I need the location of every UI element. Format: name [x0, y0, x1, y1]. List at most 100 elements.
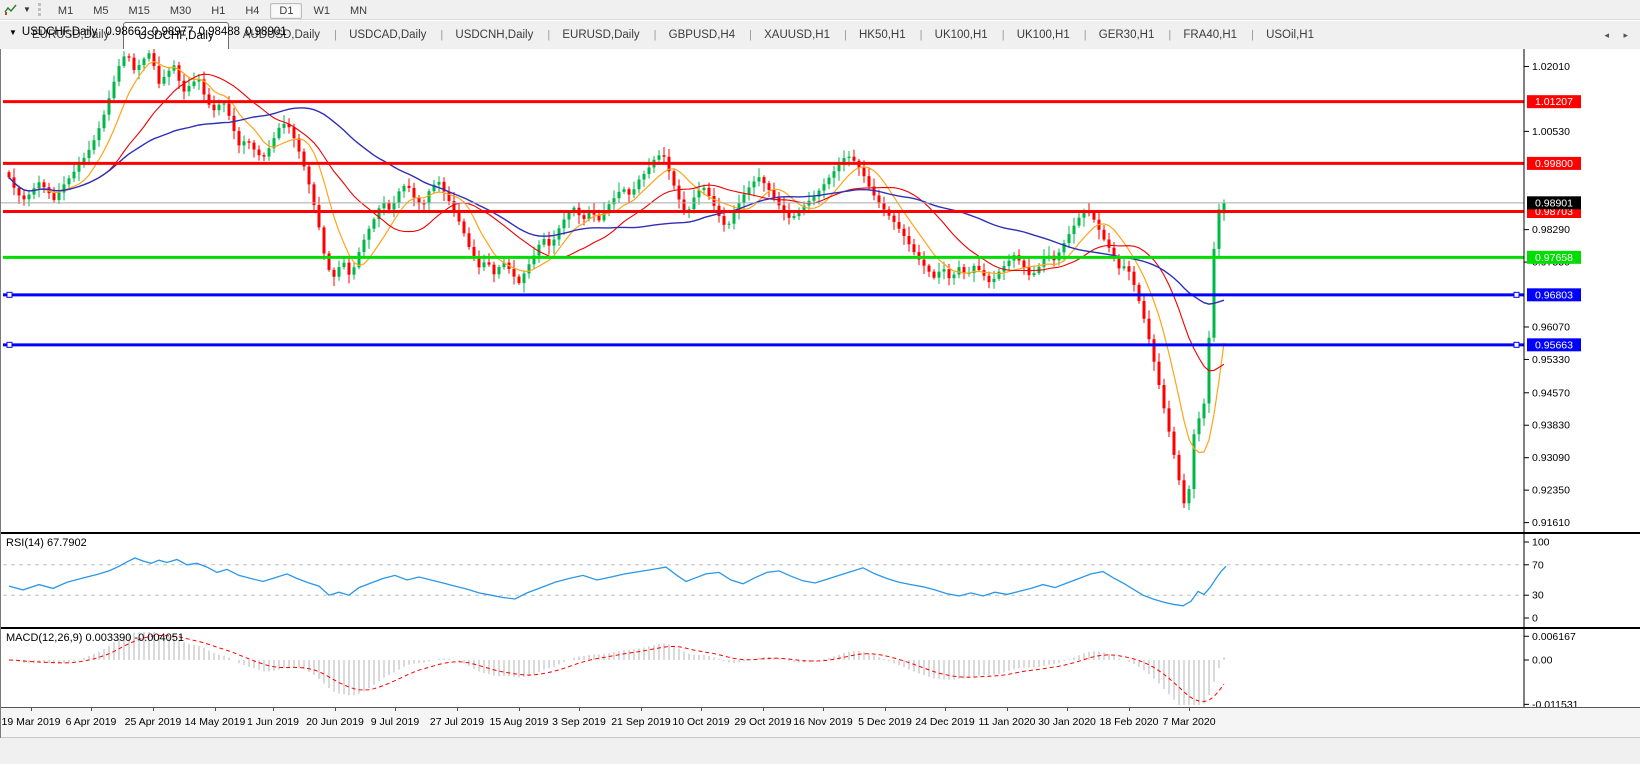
time-tick: [457, 708, 458, 711]
time-axis-label: 27 Jul 2019: [429, 716, 485, 728]
chart-tab-EURUSD-Daily[interactable]: EURUSD,Daily: [32, 29, 110, 41]
timeframe-button-D1[interactable]: D1: [270, 2, 303, 19]
macd-indicator-panel[interactable]: MACD(12,26,9) 0.003390 -0.004051 0.00616…: [1, 629, 1640, 708]
symbol-label: USDCHF,Daily: [21, 26, 98, 38]
svg-text:0.97658: 0.97658: [1535, 252, 1573, 264]
ohlc-open: 0.98662: [105, 26, 147, 38]
main-chart-panel[interactable]: ▼ USDCHF,Daily 0.98662 0.98977 0.98488 0…: [1, 21, 1640, 534]
chart-tab-GBPUSD-H4[interactable]: GBPUSD,H4: [668, 29, 736, 41]
chart-tab-UK100-H1[interactable]: UK100,H1: [1016, 29, 1070, 41]
chart-tabs-bar: EURUSD,Daily USDCHF,Daily AUDUSD,Daily | USD…: [0, 20, 1640, 49]
timeframe-button-M30[interactable]: M30: [169, 4, 192, 17]
svg-text:0: 0: [1532, 613, 1538, 625]
svg-text:70: 70: [1532, 559, 1544, 571]
time-tick: [273, 708, 274, 711]
svg-text:100: 100: [1532, 537, 1550, 549]
time-axis-label: 25 Apr 2019: [124, 716, 182, 728]
svg-text:0.00: 0.00: [1532, 655, 1553, 667]
timeframe-button-H4[interactable]: H4: [245, 4, 260, 17]
time-tick: [1189, 708, 1190, 711]
svg-text:0.94570: 0.94570: [1532, 387, 1570, 399]
rsi-indicator-panel[interactable]: RSI(14) 67.7902 100 70 30 0: [1, 534, 1640, 629]
svg-text:-0.011531: -0.011531: [1532, 699, 1579, 707]
slow-ma-line: [8, 107, 1225, 305]
time-tick: [1067, 708, 1068, 711]
timeframe-button-M1[interactable]: M1: [57, 4, 74, 17]
time-tick: [945, 708, 946, 711]
chart-tab-UK100-H1[interactable]: UK100,H1: [934, 29, 988, 41]
line-handle[interactable]: [1513, 341, 1520, 348]
time-axis-label: 20 Jun 2019: [306, 716, 364, 728]
svg-text:1.01207: 1.01207: [1535, 96, 1573, 108]
chart-tab-HK50-H1[interactable]: HK50,H1: [858, 29, 906, 41]
chart-tab-XAUUSD-H1[interactable]: XAUUSD,H1: [764, 29, 830, 41]
time-tick: [215, 708, 216, 711]
timeframe-button-W1[interactable]: W1: [313, 4, 330, 17]
macd-canvas: 0.006167 0.00 -0.011531: [1, 629, 1640, 707]
time-tick: [885, 708, 886, 711]
time-axis-label: 1 Jun 2019: [247, 716, 299, 728]
time-tick: [395, 708, 396, 711]
chart-title: ▼ USDCHF,Daily 0.98662 0.98977 0.98488 0…: [9, 26, 292, 38]
time-axis-label: 11 Jan 2020: [978, 716, 1036, 728]
tab-scroll-arrows-icon[interactable]: ◂ ▸: [1604, 30, 1634, 40]
time-axis-label: 14 May 2019: [184, 716, 246, 728]
chart-tab-USOil-H1[interactable]: USOil,H1: [1266, 29, 1314, 41]
time-axis-label: 30 Jan 2020: [1038, 716, 1096, 728]
ohlc-close: 0.98901: [245, 26, 287, 38]
svg-text:0.95663: 0.95663: [1535, 339, 1573, 351]
time-tick: [1129, 708, 1130, 711]
chart-tab-EURUSD-Daily[interactable]: EURUSD,Daily: [562, 29, 640, 41]
price-chip: [1527, 156, 1581, 170]
macd-label: MACD(12,26,9) 0.003390 -0.004051: [6, 632, 184, 644]
ohlc-high: 0.98977: [151, 26, 194, 38]
line-handle[interactable]: [6, 341, 13, 348]
chart-tab-USDCNH-Daily[interactable]: USDCNH,Daily: [455, 29, 534, 41]
svg-text:0.98290: 0.98290: [1532, 224, 1570, 236]
svg-text:0.93830: 0.93830: [1532, 420, 1570, 432]
time-tick: [823, 708, 824, 711]
svg-text:0.95330: 0.95330: [1532, 354, 1570, 366]
candlestick-chart-icon[interactable]: [2, 2, 20, 17]
chart-tab-GER30-H1[interactable]: GER30,H1: [1098, 29, 1155, 41]
rsi-line: [8, 557, 1227, 607]
chart-tab-AUDUSD-Daily[interactable]: AUDUSD,Daily: [242, 29, 321, 41]
chart-tab-FRA40-H1[interactable]: FRA40,H1: [1183, 29, 1238, 41]
svg-text:0.96803: 0.96803: [1535, 289, 1573, 301]
chevron-down-icon[interactable]: ▼: [23, 5, 31, 14]
svg-text:0.91610: 0.91610: [1532, 517, 1570, 529]
time-tick: [519, 708, 520, 711]
time-axis-label: 18 Feb 2020: [1099, 716, 1159, 728]
price-chip: [1527, 338, 1581, 352]
time-axis-label: 5 Dec 2019: [858, 716, 912, 728]
line-handle[interactable]: [6, 291, 13, 298]
time-tick: [701, 708, 702, 711]
timeframe-button-H1[interactable]: H1: [211, 4, 226, 17]
time-tick: [91, 708, 92, 711]
svg-text:1.00530: 1.00530: [1532, 126, 1570, 138]
time-axis-label: 16 Nov 2019: [793, 716, 853, 728]
time-tick: [641, 708, 642, 711]
timeframe-toolbar: ▼ M1 M5 M15 M30 H1 H4 D1 W1 MN: [0, 0, 1640, 20]
chart-tab-USDCHF-Daily[interactable]: USDCHF,Daily: [123, 22, 229, 49]
ohlc-low: 0.98488: [198, 26, 241, 38]
time-tick: [153, 708, 154, 711]
timeframe-button-MN[interactable]: MN: [349, 4, 368, 17]
time-tick: [1007, 708, 1008, 711]
time-axis-label: 9 Jul 2019: [370, 716, 420, 728]
price-chip: [1527, 95, 1581, 109]
chart-tab-USDCAD-Daily[interactable]: USDCAD,Daily: [349, 29, 427, 41]
toolbar-drag-handle[interactable]: [37, 3, 41, 16]
time-axis[interactable]: 19 Mar 2019 6 Apr 2019 25 Apr 2019 14 May 2…: [1, 708, 1640, 738]
symbol-dropdown-icon[interactable]: ▼: [9, 27, 17, 37]
rsi-canvas: 100 70 30 0: [1, 534, 1640, 627]
svg-text:0.99800: 0.99800: [1535, 158, 1573, 170]
chart-window: ▼ USDCHF,Daily 0.98662 0.98977 0.98488 0…: [0, 20, 1640, 738]
rsi-label: RSI(14) 67.7902: [6, 537, 87, 549]
line-handle[interactable]: [1513, 291, 1520, 298]
price-chart-canvas[interactable]: 1.027501.020101.005300.982900.975500.960…: [1, 21, 1640, 532]
timeframe-button-M15[interactable]: M15: [128, 4, 150, 17]
timeframe-button-M5[interactable]: M5: [93, 4, 109, 17]
time-axis-label: 7 Mar 2020: [1162, 716, 1216, 728]
